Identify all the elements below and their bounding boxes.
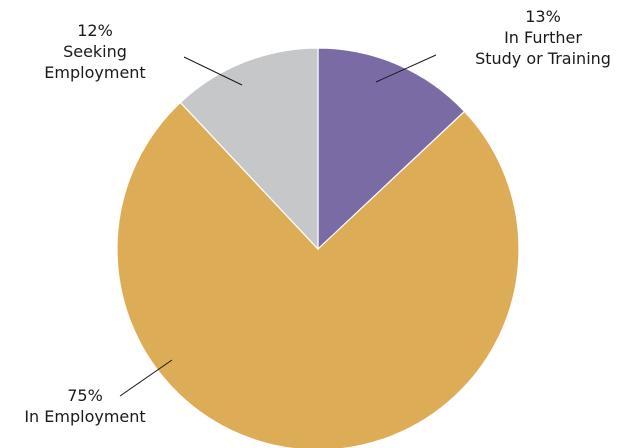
slice-label-seeking-employment: 12% Seeking Employment [20,20,170,83]
slice-name-line: Seeking [63,42,127,61]
slice-seeking-employment [179,47,319,251]
slice-name-line: In Employment [24,407,146,426]
leader-line-in-employment [119,359,173,397]
slice-label-in-employment: 75% In Employment [0,385,170,427]
slice-percent: 12% [77,21,113,40]
slice-percent: 13% [525,7,561,26]
leader-line-further-study [375,54,437,83]
slice-name-line: Employment [44,63,146,82]
slice-in-employment [116,101,520,448]
slice-further-study [317,47,466,251]
leader-lines [119,54,437,397]
slice-percent: 75% [67,386,103,405]
slice-name-line: Study or Training [475,49,611,68]
pie-slices [116,47,520,448]
leader-line-seeking-employment [183,56,243,86]
slice-name-line: In Further [504,28,582,47]
slice-label-further-study: 13% In Further Study or Training [448,6,630,69]
